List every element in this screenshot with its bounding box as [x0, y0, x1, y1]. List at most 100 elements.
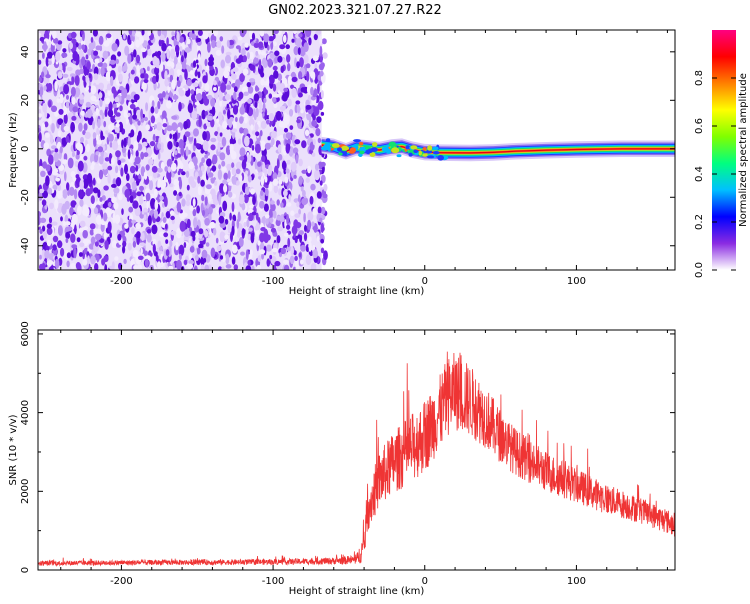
noise-speckle [218, 194, 222, 206]
noise-speckle [178, 178, 183, 190]
signal-blob [396, 154, 402, 158]
noise-speckle [295, 36, 302, 48]
noise-speckle [296, 201, 300, 208]
noise-speckle [115, 112, 121, 117]
noise-speckle [157, 261, 161, 269]
noise-speckle [253, 93, 260, 102]
noise-speckle [232, 214, 237, 222]
noise-speckle [136, 64, 140, 76]
noise-speckle [94, 241, 99, 247]
noise-speckle [214, 180, 218, 186]
noise-speckle [274, 50, 280, 57]
noise-speckle [164, 223, 168, 230]
noise-speckle [264, 112, 267, 121]
noise-speckle [109, 232, 112, 239]
noise-speckle [299, 46, 306, 57]
noise-speckle [243, 221, 247, 228]
noise-speckle [45, 175, 50, 187]
noise-speckle [257, 240, 261, 246]
noise-speckle [129, 103, 136, 110]
noise-speckle [38, 128, 41, 133]
noise-speckle [66, 66, 73, 72]
noise-speckle [144, 116, 148, 122]
noise-speckle [307, 211, 314, 221]
noise-speckle [289, 125, 294, 130]
noise-speckle [164, 166, 168, 172]
noise-speckle [185, 194, 191, 202]
noise-speckle [150, 115, 156, 124]
noise-speckle [263, 97, 267, 103]
noise-speckle [38, 132, 42, 142]
noise-speckle [64, 221, 71, 226]
noise-speckle [129, 114, 134, 125]
snr-xtick-label: 0 [422, 576, 428, 587]
noise-speckle [174, 55, 178, 65]
noise-speckle [186, 78, 192, 87]
noise-speckle [162, 118, 167, 124]
noise-speckle [103, 232, 107, 240]
noise-speckle [181, 62, 187, 70]
noise-speckle [275, 110, 282, 121]
noise-speckle [299, 57, 304, 68]
snr-frame [37, 329, 676, 571]
noise-speckle [111, 140, 119, 151]
noise-speckle [297, 47, 301, 56]
noise-speckle [141, 30, 145, 36]
noise-speckle [278, 154, 283, 161]
snr-xtick-label: 100 [567, 576, 586, 587]
noise-speckle [43, 41, 47, 52]
noise-speckle [108, 133, 114, 142]
noise-speckle [226, 39, 230, 48]
noise-speckle [84, 239, 91, 244]
noise-speckle [97, 62, 104, 67]
noise-speckle [93, 66, 99, 76]
noise-speckle [248, 118, 255, 127]
noise-speckle [293, 266, 296, 270]
noise-speckle [127, 242, 132, 251]
noise-speckle [204, 230, 209, 238]
noise-speckle [273, 93, 280, 98]
noise-speckle [54, 199, 59, 210]
noise-speckle [70, 200, 77, 208]
noise-speckle [122, 65, 128, 72]
noise-speckle [142, 196, 147, 201]
noise-speckle [82, 208, 88, 216]
noise-speckle [71, 97, 76, 105]
noise-speckle [89, 229, 94, 236]
noise-speckle [186, 218, 191, 229]
noise-speckle [250, 188, 256, 195]
noise-speckle [308, 113, 312, 123]
noise-speckle [136, 264, 143, 270]
noise-speckle [172, 94, 179, 100]
noise-speckle [176, 80, 181, 88]
noise-speckle [313, 106, 320, 117]
noise-speckle [146, 233, 152, 243]
snr-xtick-label: -100 [262, 576, 285, 587]
noise-speckle [235, 117, 238, 122]
signal-blob [422, 153, 428, 157]
signal-blob [422, 147, 427, 151]
noise-speckle [286, 245, 291, 252]
noise-speckle [187, 102, 194, 114]
noise-speckle [90, 95, 97, 102]
colorbar-gradient [712, 30, 736, 270]
spectrogram-ytick-label: -40 [20, 238, 31, 254]
noise-speckle [58, 108, 64, 115]
colorbar-tick-label: 0.0 [694, 262, 705, 278]
noise-speckle [192, 208, 197, 217]
noise-speckle [133, 264, 138, 270]
noise-speckle [231, 175, 237, 185]
noise-speckle [83, 123, 88, 131]
noise-speckle [166, 158, 173, 168]
noise-speckle [210, 247, 216, 258]
spectrogram-data [38, 30, 675, 270]
noise-speckle [185, 146, 189, 157]
noise-speckle [262, 112, 265, 117]
noise-speckle [158, 246, 164, 252]
noise-speckle [298, 175, 303, 185]
noise-speckle [115, 177, 122, 187]
signal-blob [320, 146, 329, 151]
noise-speckle [240, 251, 245, 256]
